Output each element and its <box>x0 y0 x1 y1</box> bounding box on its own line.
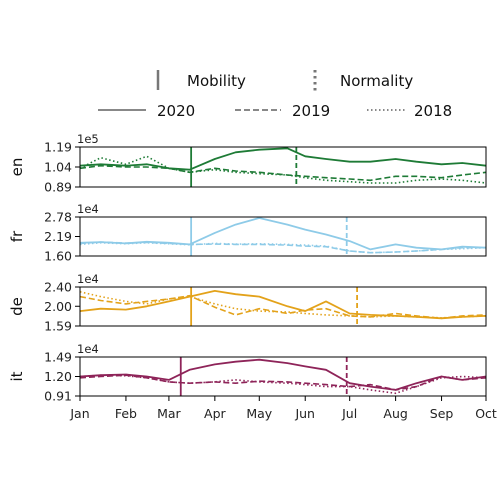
it-series-2020 <box>79 358 487 391</box>
x-tick-label-Sep: Sep <box>430 406 454 421</box>
legend-year-2020-label: 2020 <box>157 102 195 120</box>
en-series-2019 <box>79 164 487 182</box>
legend-year-2018-label: 2018 <box>414 102 452 120</box>
x-tick-label-May: May <box>246 406 272 421</box>
de-axis-exponent: 1e4 <box>77 272 99 286</box>
fr-y-tick-label: 2.19 <box>44 229 72 244</box>
x-tick-label-Jun: Jun <box>294 406 315 421</box>
fr-y-tick-label: 2.78 <box>44 210 72 225</box>
en-y-tick-label: 1.19 <box>44 140 72 155</box>
it-panel-label: it <box>8 371 26 381</box>
en-panel-label: en <box>8 158 26 177</box>
it-y-tick-label: 1.49 <box>44 350 72 365</box>
de-series-2018 <box>79 291 487 319</box>
en-y-tick-label: 0.89 <box>44 180 72 195</box>
legend-normality-label: Normality <box>340 72 413 90</box>
en-axis-exponent: 1e5 <box>77 132 99 146</box>
de-panel-label: de <box>8 297 26 316</box>
x-tick-label-Oct: Oct <box>475 406 497 421</box>
x-tick-label-Jan: Jan <box>69 406 89 421</box>
it-y-tick-label: 0.91 <box>44 389 72 404</box>
x-tick-label-Mar: Mar <box>157 406 181 421</box>
x-tick-label-Aug: Aug <box>383 406 407 421</box>
de-y-tick-label: 2.40 <box>44 280 72 295</box>
it-series-2019 <box>79 374 487 391</box>
x-tick-label-Jul: Jul <box>341 406 357 421</box>
de-series-2019 <box>79 294 487 320</box>
en-series-2018 <box>79 155 487 184</box>
en-series-2020 <box>79 147 487 171</box>
fr-y-tick-label: 1.60 <box>44 249 72 264</box>
legend-mobility-label: Mobility <box>187 72 246 90</box>
fr-panel-label: fr <box>8 230 26 242</box>
x-tick-label-Feb: Feb <box>115 406 137 421</box>
de-y-tick-label: 1.59 <box>44 319 72 334</box>
en-y-tick-label: 1.04 <box>44 160 72 175</box>
de-series-2020 <box>79 289 487 320</box>
fr-panel-frame <box>79 216 487 257</box>
de-panel-frame <box>79 286 487 327</box>
it-panel-frame <box>79 356 487 397</box>
it-axis-exponent: 1e4 <box>77 342 99 356</box>
fr-axis-exponent: 1e4 <box>77 202 99 216</box>
en-panel-frame <box>79 146 487 188</box>
x-tick-label-Apr: Apr <box>204 406 226 421</box>
fr-series-2018 <box>79 242 487 254</box>
it-series-2018 <box>79 374 487 395</box>
it-y-tick-label: 1.20 <box>44 369 72 384</box>
de-y-tick-label: 2.00 <box>44 299 72 314</box>
legend-year-2019-label: 2019 <box>292 102 330 120</box>
